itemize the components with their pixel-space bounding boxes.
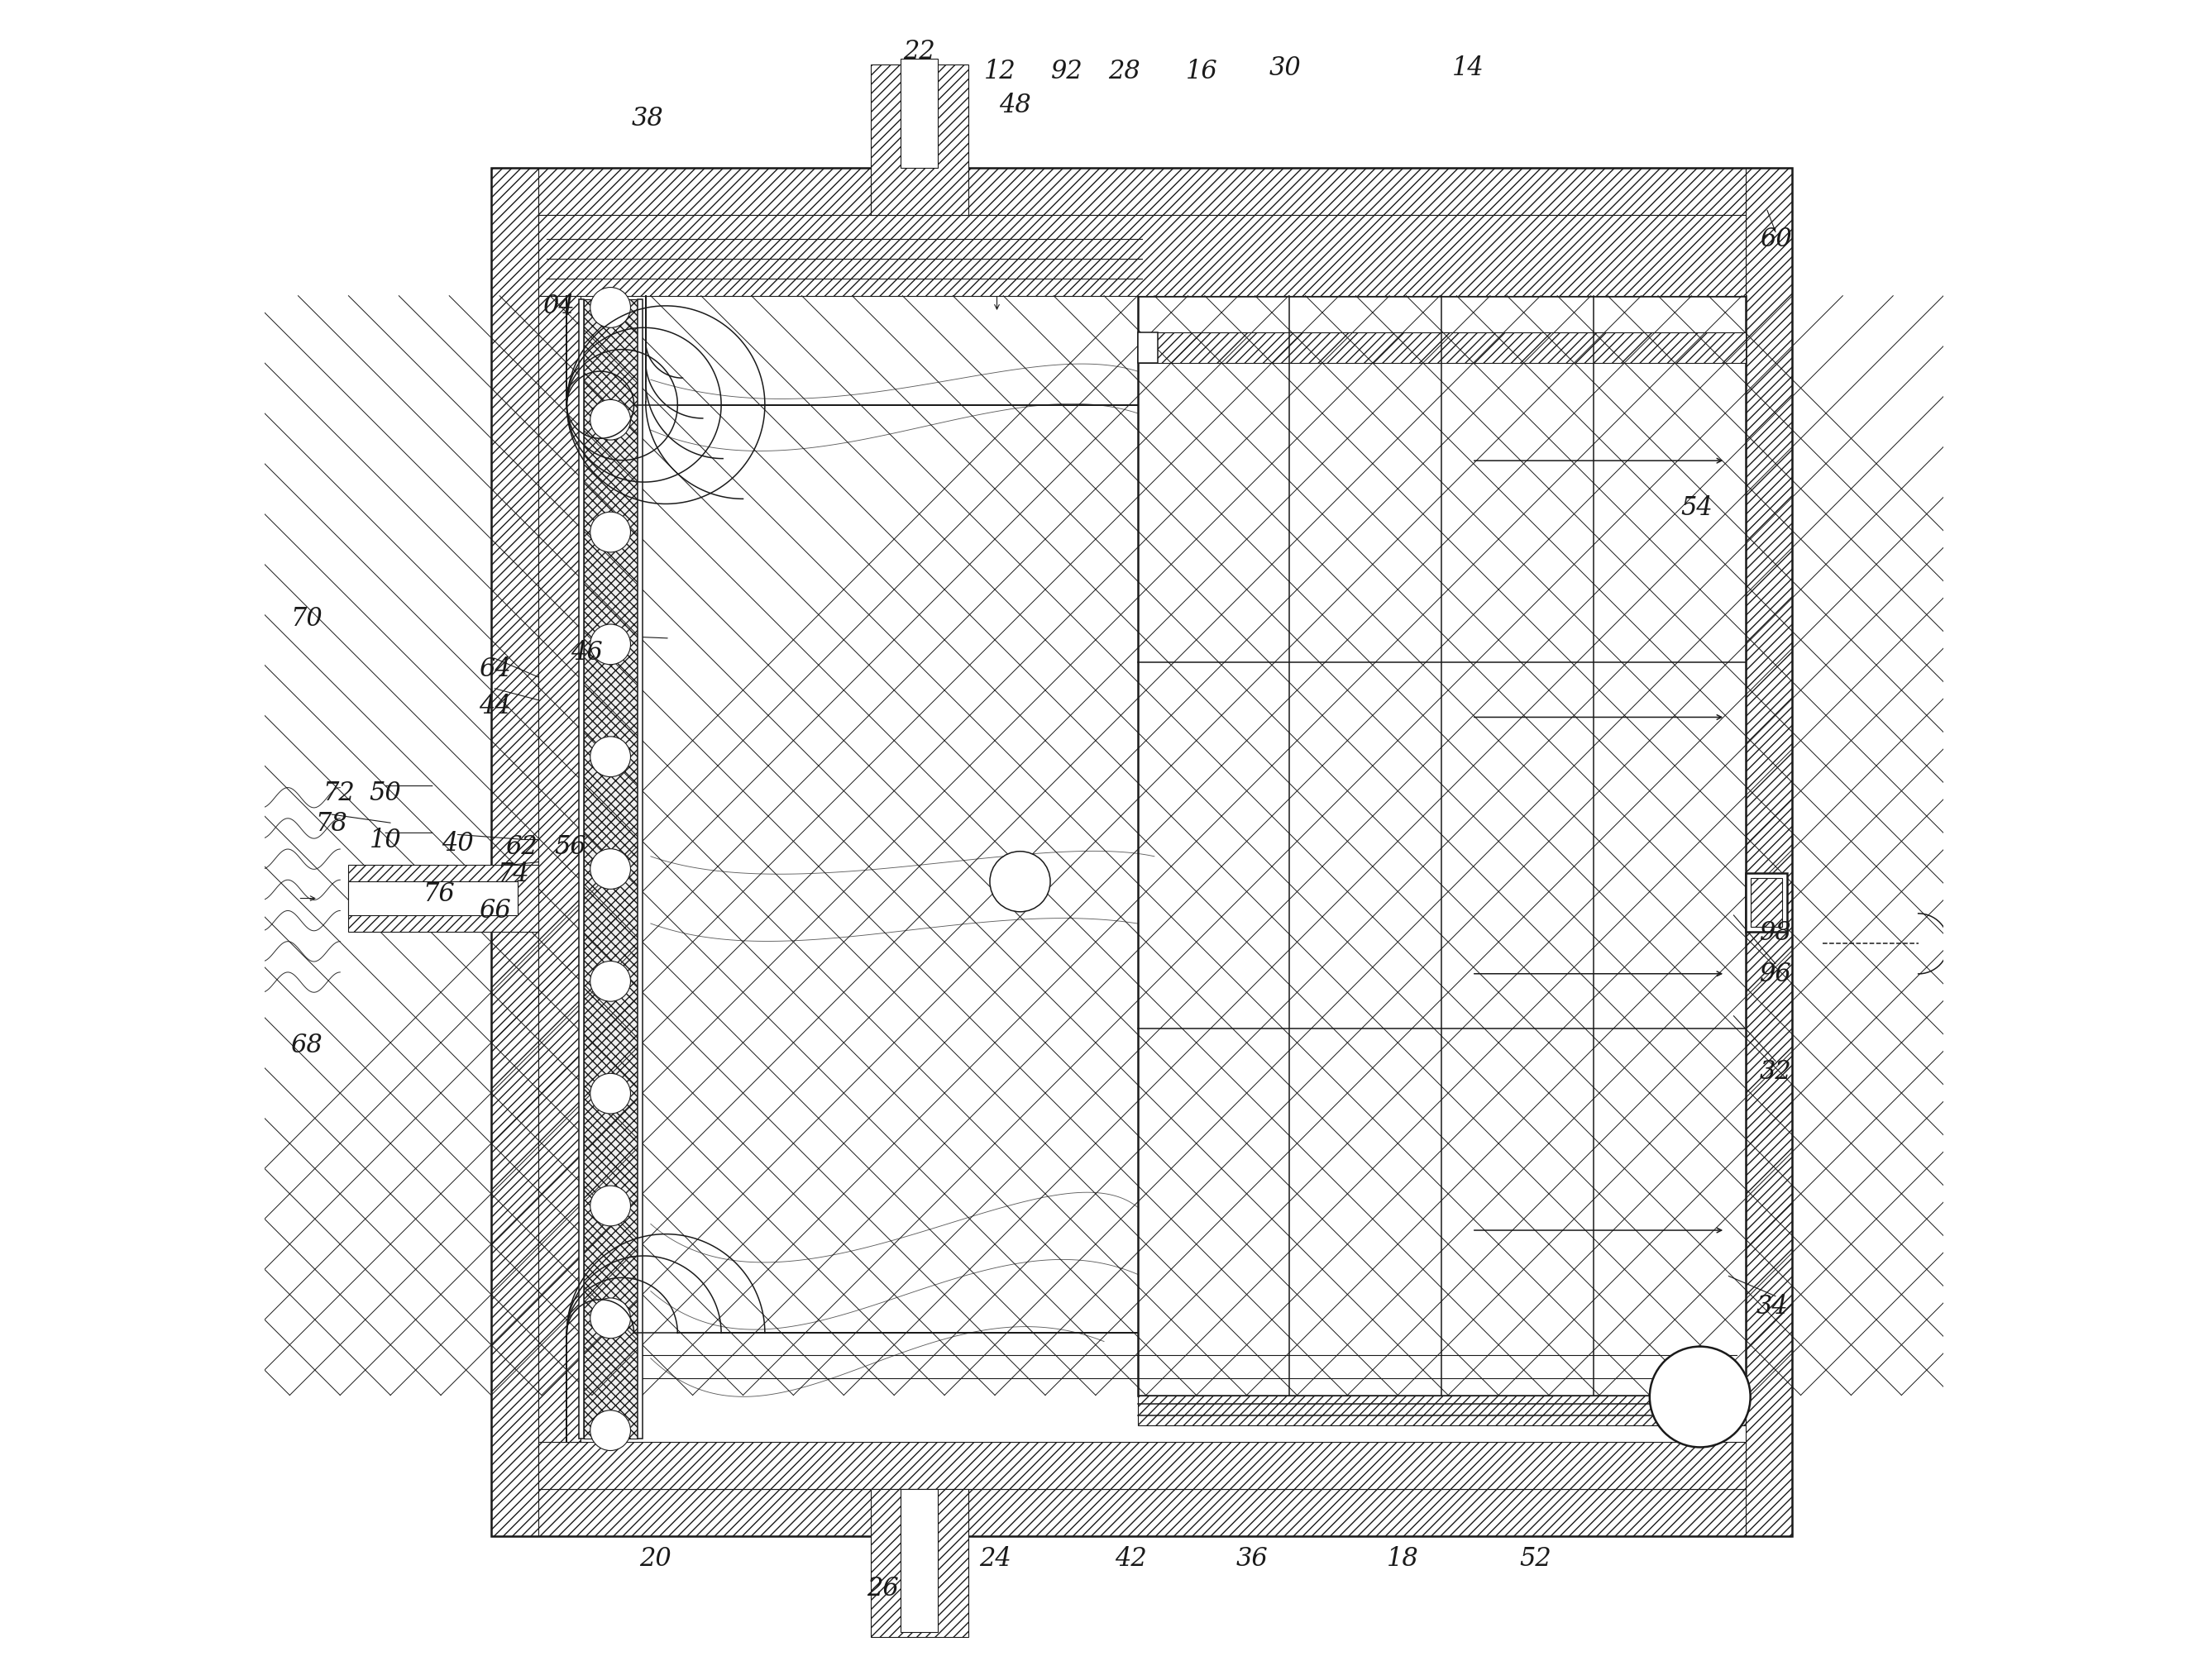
Text: 22: 22 <box>903 39 936 64</box>
Text: 28: 28 <box>1108 59 1139 84</box>
Text: 18: 18 <box>1387 1546 1420 1571</box>
Text: 50: 50 <box>369 780 402 806</box>
Circle shape <box>590 512 631 553</box>
Bar <box>490 170 1793 1536</box>
Text: 78: 78 <box>316 810 347 837</box>
Bar <box>349 865 539 932</box>
Text: 66: 66 <box>479 897 510 924</box>
Text: 60: 60 <box>1760 227 1791 252</box>
Bar <box>1744 874 1786 932</box>
Bar <box>349 882 519 916</box>
Text: 40: 40 <box>442 830 475 857</box>
Circle shape <box>1649 1347 1751 1448</box>
Text: 72: 72 <box>322 780 355 806</box>
Circle shape <box>590 400 631 440</box>
Circle shape <box>590 1074 631 1114</box>
Text: 26: 26 <box>866 1576 899 1601</box>
Bar <box>901 60 938 170</box>
Text: 64: 64 <box>479 657 510 682</box>
Bar <box>1744 170 1793 1536</box>
Text: 12: 12 <box>985 59 1016 84</box>
Circle shape <box>590 961 631 1001</box>
Bar <box>539 296 581 1443</box>
Text: 10: 10 <box>369 827 402 853</box>
Bar <box>1137 333 1157 363</box>
Text: 54: 54 <box>1680 496 1713 521</box>
Bar <box>578 299 583 1440</box>
Text: 48: 48 <box>998 92 1031 118</box>
Text: 24: 24 <box>978 1546 1011 1571</box>
Bar <box>1751 879 1782 927</box>
Text: 70: 70 <box>291 606 322 632</box>
Text: 04: 04 <box>543 294 574 319</box>
Text: 46: 46 <box>572 640 603 665</box>
Text: 68: 68 <box>291 1032 322 1057</box>
Bar <box>539 217 1744 296</box>
Bar <box>870 1488 967 1636</box>
Bar <box>1137 333 1744 363</box>
Text: 34: 34 <box>1755 1294 1788 1319</box>
Circle shape <box>590 1299 631 1339</box>
Circle shape <box>590 848 631 889</box>
Text: 14: 14 <box>1453 55 1484 81</box>
Bar <box>490 1488 1793 1536</box>
Text: 56: 56 <box>554 833 585 860</box>
Bar <box>638 299 643 1440</box>
Text: 92: 92 <box>1051 59 1084 84</box>
Text: 98: 98 <box>1760 919 1791 946</box>
Text: 16: 16 <box>1186 59 1217 84</box>
Text: 30: 30 <box>1270 55 1301 81</box>
Text: 44: 44 <box>479 692 510 719</box>
Circle shape <box>989 852 1051 912</box>
Circle shape <box>590 625 631 665</box>
Bar <box>583 299 638 1440</box>
Text: 96: 96 <box>1760 961 1791 988</box>
Circle shape <box>590 287 631 328</box>
Bar <box>1137 296 1744 1396</box>
Bar <box>490 170 539 1536</box>
Text: 38: 38 <box>631 106 662 131</box>
Bar <box>1137 1396 1744 1426</box>
Text: 36: 36 <box>1236 1546 1267 1571</box>
Circle shape <box>590 1186 631 1226</box>
Text: 42: 42 <box>1115 1546 1146 1571</box>
Bar <box>539 1443 1744 1488</box>
Text: 32: 32 <box>1760 1058 1791 1084</box>
Bar <box>490 170 1793 1536</box>
Text: 76: 76 <box>424 880 455 907</box>
Bar <box>870 66 967 217</box>
Text: 74: 74 <box>497 860 530 887</box>
Text: 52: 52 <box>1519 1546 1552 1571</box>
Bar <box>490 170 1793 217</box>
Bar <box>901 1488 938 1631</box>
Circle shape <box>590 1411 631 1452</box>
Text: 20: 20 <box>640 1546 671 1571</box>
Circle shape <box>590 738 631 778</box>
Text: 62: 62 <box>506 833 537 860</box>
